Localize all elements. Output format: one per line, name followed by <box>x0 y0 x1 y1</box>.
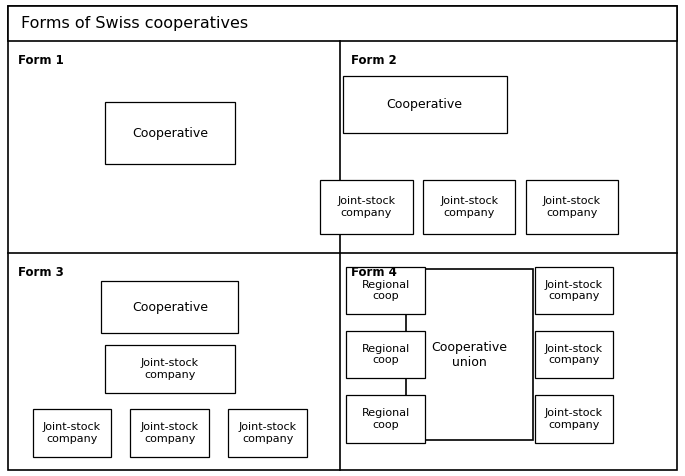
Bar <box>342 76 507 133</box>
Bar <box>525 180 618 235</box>
Bar <box>346 395 425 443</box>
Bar <box>32 409 111 457</box>
Text: Joint-stock
company: Joint-stock company <box>545 344 603 366</box>
Text: Form 2: Form 2 <box>351 54 397 67</box>
Text: Joint-stock
company: Joint-stock company <box>141 422 199 444</box>
Bar <box>346 267 425 314</box>
Text: Joint-stock
company: Joint-stock company <box>338 196 395 218</box>
Bar <box>534 267 613 314</box>
Bar <box>101 281 238 333</box>
Text: Form 4: Form 4 <box>351 266 397 279</box>
Text: Cooperative: Cooperative <box>387 98 462 111</box>
Bar <box>130 409 209 457</box>
Text: Joint-stock
company: Joint-stock company <box>545 279 603 301</box>
Text: Cooperative: Cooperative <box>132 300 208 314</box>
Text: Joint-stock
company: Joint-stock company <box>545 408 603 430</box>
Text: Regional
coop: Regional coop <box>362 344 410 366</box>
Bar <box>534 395 613 443</box>
Text: Form 3: Form 3 <box>18 266 64 279</box>
Text: Regional
coop: Regional coop <box>362 408 410 430</box>
Bar <box>105 102 235 164</box>
Bar <box>346 331 425 378</box>
Text: Cooperative: Cooperative <box>132 127 208 140</box>
Bar <box>534 331 613 378</box>
Text: Cooperative
union: Cooperative union <box>432 341 507 368</box>
Text: Joint-stock
company: Joint-stock company <box>239 422 297 444</box>
Bar <box>320 180 412 235</box>
Text: Form 1: Form 1 <box>18 54 64 67</box>
Bar <box>406 269 533 440</box>
Text: Forms of Swiss cooperatives: Forms of Swiss cooperatives <box>21 16 248 31</box>
Text: Joint-stock
company: Joint-stock company <box>543 196 601 218</box>
Bar <box>229 409 307 457</box>
Text: Joint-stock
company: Joint-stock company <box>141 358 199 380</box>
Bar <box>8 6 677 41</box>
Text: Joint-stock
company: Joint-stock company <box>43 422 101 444</box>
Text: Regional
coop: Regional coop <box>362 279 410 301</box>
Text: Joint-stock
company: Joint-stock company <box>440 196 498 218</box>
Bar <box>105 345 235 393</box>
Bar <box>423 180 515 235</box>
